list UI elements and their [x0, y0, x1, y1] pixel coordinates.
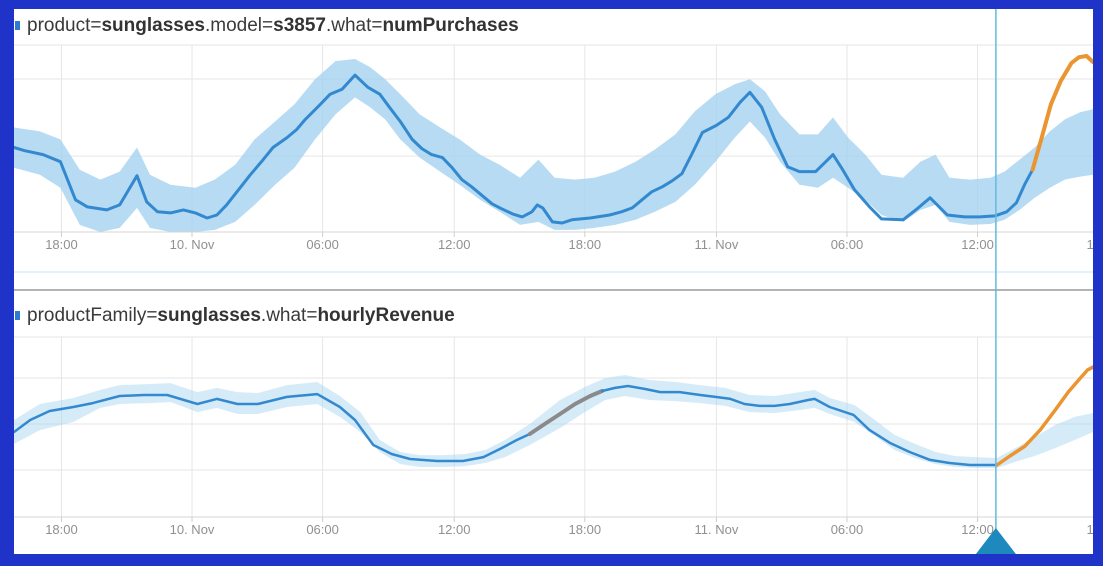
title-segment: sunglasses	[101, 15, 205, 36]
title-segment: product=	[27, 15, 102, 36]
title-segment: .	[204, 15, 211, 36]
chart-plot-area-1[interactable]: 18:00 10. Nov 06:00 12:00 18:00 11. Nov 06:00 1…	[14, 336, 1093, 537]
actual-continued-line	[600, 384, 999, 467]
past-anomaly-line	[527, 389, 605, 436]
x-tick-label: 18:00	[569, 237, 602, 252]
title-segment: .	[260, 305, 267, 326]
confidence-band	[14, 375, 1093, 468]
title-segment: productFamily=	[27, 305, 158, 326]
title-segment: what=	[331, 15, 383, 36]
x-tick-label: 06:00	[306, 237, 339, 252]
x-tick-label: 10. Nov	[170, 522, 215, 537]
x-tick-label: 12:00	[961, 522, 994, 537]
x-tick-label: 18:00	[569, 522, 602, 537]
x-tick-label: 18:00	[45, 237, 78, 252]
time-cursor-handle-icon[interactable]	[975, 528, 1016, 554]
metric-title-text: productFamily=sunglasses.what=hourlyReve…	[27, 304, 455, 327]
metric-bullet-icon	[15, 21, 20, 30]
chart-title-numpurchases: product=sunglasses.model=s3857.what=numP…	[15, 14, 519, 37]
x-tick-label: 18:00	[45, 522, 78, 537]
x-tick-label: 12:00	[438, 237, 471, 252]
x-tick-label: 10. Nov	[170, 237, 215, 252]
title-segment: hourlyRevenue	[317, 305, 455, 326]
x-tick-label: 12:00	[961, 237, 994, 252]
x-tick-label: 06:00	[306, 522, 339, 537]
actual-line	[14, 392, 532, 463]
x-tick-label: 11. Nov	[695, 237, 739, 252]
charts-area: product=sunglasses.model=s3857.what=numP…	[14, 9, 1093, 554]
metric-bullet-icon	[15, 311, 20, 320]
current-anomaly-line	[1030, 54, 1093, 172]
chart-title-hourlyrevenue: productFamily=sunglasses.what=hourlyReve…	[15, 304, 455, 327]
x-tick-label: 18:00	[1086, 237, 1093, 252]
title-segment: sunglasses	[157, 305, 261, 326]
confidence-band	[14, 59, 1093, 232]
x-tick-label: 06:00	[831, 522, 864, 537]
actual-line	[14, 73, 1035, 225]
current-anomaly-line	[995, 365, 1093, 467]
title-segment: numPurchases	[382, 15, 519, 36]
chart-plot-area-0[interactable]: 18:00 10. Nov 06:00 12:00 18:00 11. Nov 06:00 1…	[14, 44, 1093, 252]
x-tick-label: 18:00	[1086, 522, 1093, 537]
title-segment: .	[325, 15, 332, 36]
title-segment: model=	[210, 15, 274, 36]
charts-canvas: 18:00 10. Nov 06:00 12:00 18:00 11. Nov 06:00 1…	[14, 9, 1093, 554]
x-tick-label: 12:00	[438, 522, 471, 537]
x-tick-label: 11. Nov	[695, 522, 739, 537]
title-segment: what=	[266, 305, 318, 326]
x-tick-label: 06:00	[831, 237, 864, 252]
metric-title-text: product=sunglasses.model=s3857.what=numP…	[27, 14, 519, 37]
title-segment: s3857	[273, 15, 326, 36]
